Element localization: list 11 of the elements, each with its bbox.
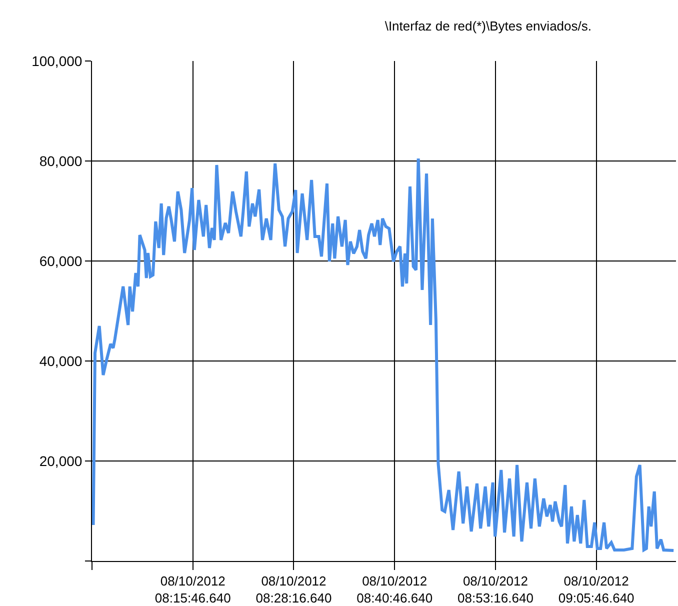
x-tick-label: 08/10/2012 08:53:16.640 — [458, 574, 534, 606]
y-tick-label: 40,000 — [39, 352, 82, 369]
x-tick-label: 08/10/2012 08:40:46.640 — [356, 574, 433, 606]
y-tick-label: 100,000 — [32, 52, 82, 69]
y-tick-label: 60,000 — [39, 252, 82, 269]
y-tick-label: 20,000 — [39, 452, 82, 469]
y-tick-label: 80,000 — [39, 152, 82, 169]
chart-title: \Interfaz de red(*)\Bytes enviados/s. — [384, 18, 592, 34]
x-tick-label: 08/10/2012 08:28:16.640 — [256, 574, 332, 606]
x-tick-label: 08/10/2012 09:05:46.640 — [558, 574, 634, 606]
x-tick-label: 08/10/2012 08:15:46.640 — [154, 574, 231, 606]
